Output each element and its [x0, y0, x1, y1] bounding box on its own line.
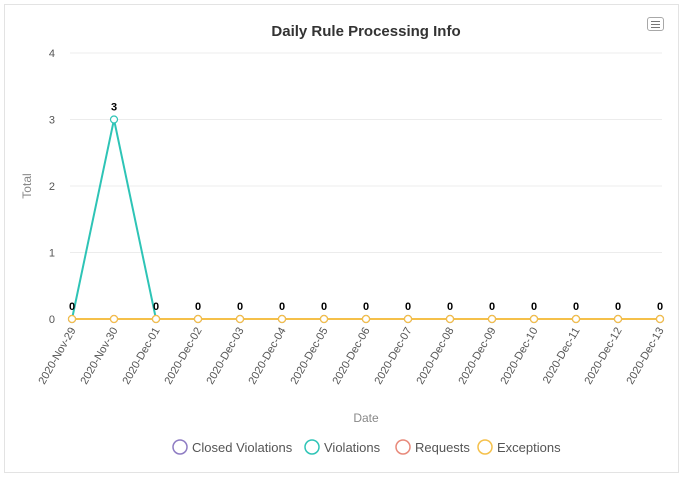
data-point[interactable]	[277, 314, 287, 324]
y-tick-label: 1	[49, 248, 55, 260]
data-point[interactable]	[445, 314, 455, 324]
x-tick-label: 2020-Dec-09	[456, 326, 498, 387]
y-tick-label: 0	[49, 314, 55, 326]
legend-label: Violations	[324, 440, 381, 455]
x-tick-label: 2020-Dec-01	[120, 326, 162, 387]
legend-label: Closed Violations	[192, 440, 293, 455]
data-label: 0	[237, 301, 243, 313]
data-point[interactable]	[67, 314, 77, 324]
x-tick-label: 2020-Nov-29	[36, 326, 78, 387]
legend-item[interactable]: Requests	[395, 439, 470, 455]
data-label: 0	[405, 301, 411, 313]
data-label: 3	[111, 102, 117, 114]
y-tick-label: 4	[49, 48, 55, 60]
data-point[interactable]	[529, 314, 539, 324]
data-label: 0	[657, 301, 663, 313]
legend-label: Requests	[415, 440, 470, 455]
legend-label: Exceptions	[497, 440, 561, 455]
data-label: 0	[573, 301, 579, 313]
data-point[interactable]	[403, 314, 413, 324]
legend-item[interactable]: Exceptions	[477, 439, 561, 455]
legend-item[interactable]: Violations	[304, 439, 381, 455]
data-point[interactable]	[361, 314, 371, 324]
y-axis-title: Total	[20, 173, 34, 198]
data-label: 0	[279, 301, 285, 313]
menu-icon	[651, 21, 660, 22]
data-label: 0	[321, 301, 327, 313]
x-tick-label: 2020-Dec-07	[372, 326, 414, 387]
data-point[interactable]	[151, 314, 161, 324]
legend-symbol	[304, 439, 320, 455]
data-label: 0	[531, 301, 537, 313]
data-point[interactable]	[319, 314, 329, 324]
legend-symbol	[172, 439, 188, 455]
x-tick-label: 2020-Nov-30	[78, 326, 120, 387]
data-point[interactable]	[235, 314, 245, 324]
x-tick-label: 2020-Dec-10	[498, 326, 540, 387]
x-tick-label: 2020-Dec-11	[541, 326, 583, 386]
data-point[interactable]	[109, 115, 119, 124]
data-label: 0	[69, 301, 75, 313]
legend-item[interactable]: Closed Violations	[172, 439, 293, 455]
y-tick-label: 3	[49, 115, 55, 127]
data-label: 0	[447, 301, 453, 313]
data-point[interactable]	[655, 314, 665, 324]
x-tick-label: 2020-Dec-04	[246, 326, 288, 387]
x-tick-label: 2020-Dec-13	[624, 326, 666, 387]
data-label: 0	[363, 301, 369, 313]
data-label: 0	[615, 301, 621, 313]
data-point[interactable]	[193, 314, 203, 324]
data-label: 0	[195, 301, 201, 313]
x-tick-label: 2020-Dec-03	[204, 326, 246, 387]
data-point[interactable]	[109, 314, 119, 324]
chart-title: Daily Rule Processing Info	[271, 23, 460, 40]
x-tick-label: 2020-Dec-05	[288, 326, 330, 387]
data-label: 0	[153, 301, 159, 313]
x-tick-label: 2020-Dec-08	[414, 326, 456, 387]
y-tick-label: 2	[49, 181, 55, 193]
x-axis-title: Date	[353, 411, 379, 425]
x-tick-label: 2020-Dec-12	[582, 326, 624, 387]
legend-symbol	[395, 439, 411, 455]
data-point[interactable]	[487, 314, 497, 324]
data-label: 0	[489, 301, 495, 313]
data-point[interactable]	[571, 314, 581, 324]
chart-container	[4, 4, 679, 473]
legend-symbol	[477, 439, 493, 455]
x-tick-label: 2020-Dec-02	[162, 326, 204, 387]
series-line	[71, 119, 660, 320]
x-tick-label: 2020-Dec-06	[330, 326, 372, 387]
chart-menu-button[interactable]	[647, 17, 664, 31]
data-point[interactable]	[613, 314, 623, 324]
